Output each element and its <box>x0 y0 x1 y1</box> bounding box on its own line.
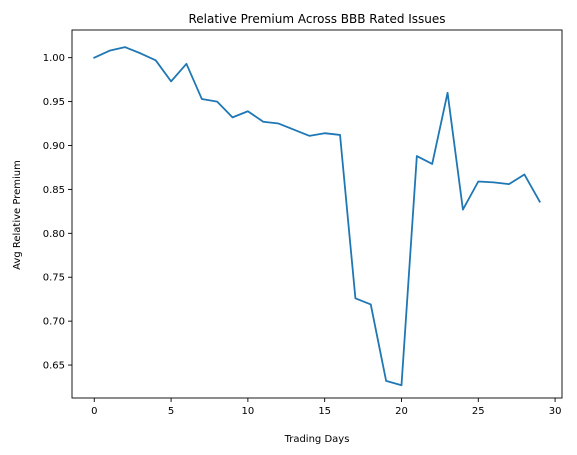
y-tick-label: 0.65 <box>43 361 65 372</box>
y-tick-label: 0.85 <box>43 185 65 196</box>
y-tick-label: 0.70 <box>43 317 65 328</box>
x-tick-label: 25 <box>472 406 485 417</box>
x-tick-label: 30 <box>549 406 562 417</box>
x-tick-label: 5 <box>168 406 174 417</box>
x-axis-ticks: 0 5 10 15 20 25 30 <box>91 398 561 417</box>
axes-frame <box>71 29 563 399</box>
y-axis-label: Avg Relative Premium <box>12 160 23 270</box>
y-tick-label: 1.00 <box>43 53 65 64</box>
x-tick-label: 10 <box>242 406 255 417</box>
x-tick-label: 15 <box>318 406 331 417</box>
chart-title: Relative Premium Across BBB Rated Issues <box>188 12 445 26</box>
y-tick-label: 0.80 <box>43 229 65 240</box>
y-tick-label: 0.75 <box>43 273 65 284</box>
x-tick-label: 20 <box>395 406 408 417</box>
y-axis-ticks: 0.65 0.70 0.75 0.80 0.85 0.90 0.95 1.00 <box>43 53 72 372</box>
plot-area <box>71 29 563 399</box>
series-line-0 <box>93 46 541 387</box>
x-axis-label: Trading Days <box>284 434 350 445</box>
x-tick-label: 0 <box>91 406 97 417</box>
y-tick-label: 0.95 <box>43 97 65 108</box>
y-tick-label: 0.90 <box>43 141 65 152</box>
